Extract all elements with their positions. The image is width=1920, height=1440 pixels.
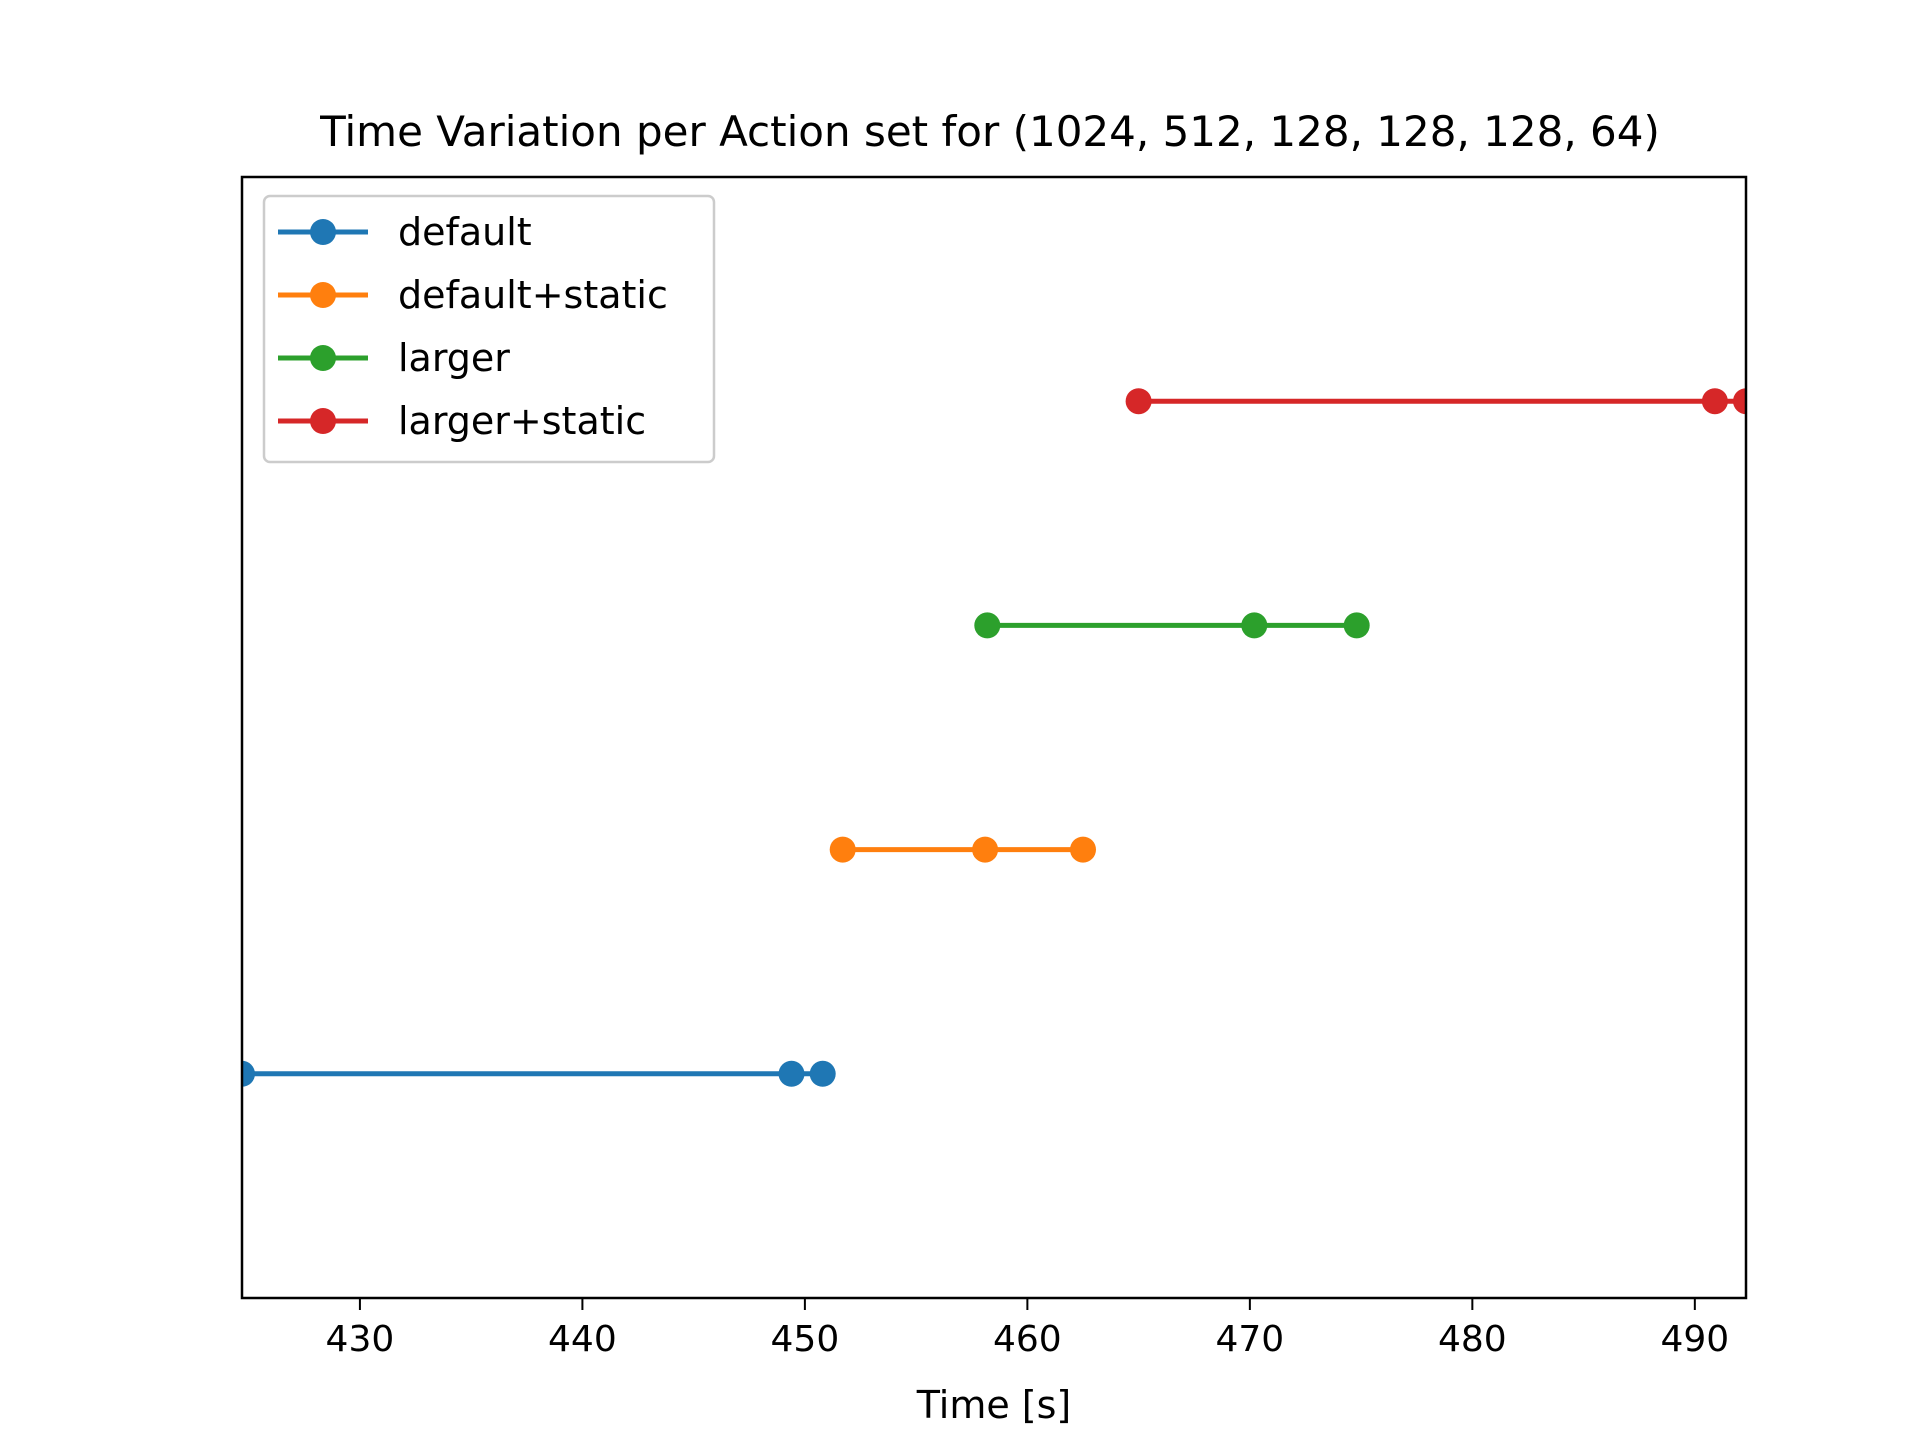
legend-marker [310, 345, 336, 371]
data-point [1241, 612, 1268, 639]
legend-label: larger+static [398, 399, 646, 443]
x-tick-label: 440 [548, 1319, 617, 1360]
data-point [972, 836, 999, 863]
series-default-plus-static [829, 836, 1096, 863]
legend-item: larger [278, 336, 510, 380]
axes-frame [240, 175, 1748, 1300]
legend-item: default [278, 210, 532, 254]
legend-box [262, 194, 716, 464]
data-point [1343, 612, 1370, 639]
data-point [974, 612, 1001, 639]
x-axis-label: Time [s] [916, 1383, 1072, 1427]
data-point [778, 1060, 805, 1087]
data-point [1125, 388, 1152, 415]
x-axis: 430 440 450 460 470 480 490 [326, 1298, 1729, 1360]
chart-title: Time Variation per Action set for (1024,… [319, 107, 1660, 156]
legend-item: default+static [278, 273, 668, 317]
x-tick-label: 460 [993, 1319, 1062, 1360]
x-tick-label: 470 [1215, 1319, 1284, 1360]
series-larger [974, 612, 1370, 639]
data-point [1733, 388, 1746, 415]
legend-marker [310, 219, 336, 245]
legend-label: default [398, 210, 532, 254]
data-point [829, 836, 856, 863]
x-tick-label: 450 [771, 1319, 840, 1360]
legend-item: larger+static [278, 399, 646, 443]
legend-label: default+static [398, 273, 668, 317]
data-point [1070, 836, 1096, 863]
data-point [1701, 388, 1728, 415]
series-larger-plus-static [1125, 388, 1746, 415]
x-tick-label: 490 [1660, 1319, 1729, 1360]
legend-marker [310, 282, 336, 308]
x-tick-label: 430 [326, 1319, 395, 1360]
legend: default default+static larger larger+static [262, 194, 716, 464]
series-default [242, 1060, 836, 1087]
data-point [809, 1060, 836, 1087]
legend-label: larger [398, 336, 510, 380]
legend-marker [310, 408, 336, 434]
plot-area [242, 388, 1746, 1087]
x-tick-label: 480 [1438, 1319, 1507, 1360]
data-point [242, 1060, 255, 1087]
